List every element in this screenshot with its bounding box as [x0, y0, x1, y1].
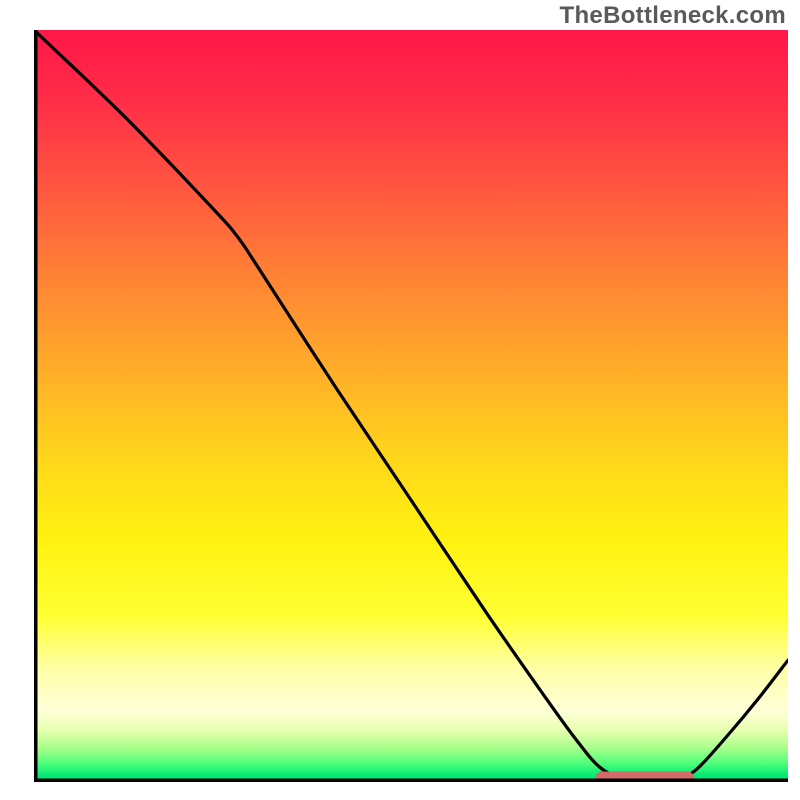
watermark-text: TheBottleneck.com — [560, 2, 786, 30]
chart-plot-area — [34, 30, 788, 782]
chart-optimum-marker — [34, 30, 788, 782]
